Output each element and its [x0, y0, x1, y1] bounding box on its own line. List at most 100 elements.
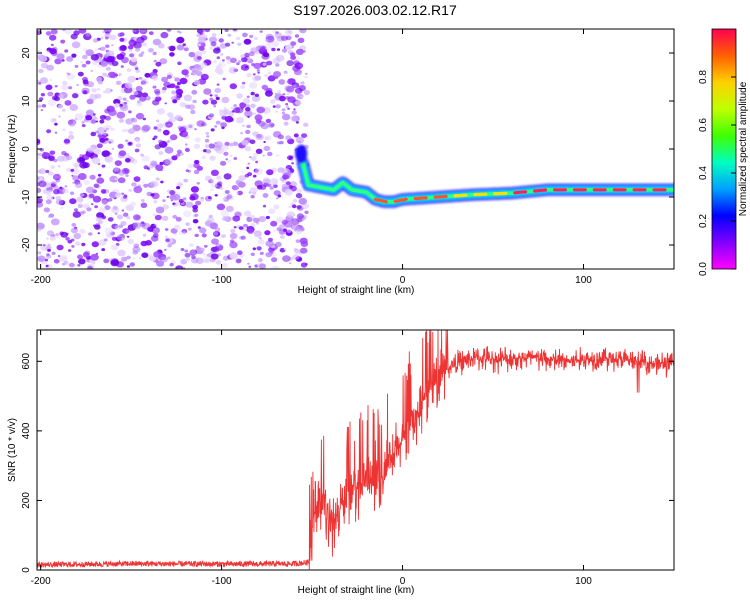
noise-speckle: [204, 29, 211, 33]
noise-speckle: [112, 166, 120, 172]
spectrogram-plot-area: [37, 29, 674, 269]
noise-speckle: [97, 126, 106, 134]
noise-speckle: [76, 83, 79, 87]
noise-speckle: [275, 110, 278, 113]
noise-speckle: [79, 228, 86, 235]
noise-speckle: [105, 50, 115, 58]
noise-speckle: [54, 58, 62, 65]
noise-speckle: [154, 223, 158, 227]
noise-speckle: [103, 61, 107, 65]
noise-speckle: [62, 188, 69, 194]
noise-speckle: [124, 82, 133, 89]
noise-speckle: [208, 115, 214, 120]
noise-speckle: [47, 91, 54, 97]
noise-speckle: [295, 136, 305, 144]
noise-speckle: [157, 123, 164, 129]
noise-speckle: [52, 173, 61, 181]
noise-speckle: [232, 29, 237, 32]
noise-speckle: [213, 47, 221, 54]
noise-speckle: [234, 186, 240, 190]
x-tick-label: -200: [31, 576, 51, 587]
noise-speckle: [229, 232, 238, 240]
y-tick-label: 600: [21, 353, 32, 370]
noise-speckle: [291, 110, 297, 115]
noise-speckle: [46, 230, 55, 237]
noise-speckle: [50, 236, 56, 241]
noise-speckle: [102, 72, 107, 77]
noise-speckle: [58, 255, 68, 262]
noise-speckle: [254, 168, 263, 175]
noise-speckle: [152, 86, 156, 89]
noise-speckle: [116, 80, 122, 86]
noise-speckle: [269, 186, 274, 190]
noise-speckle: [175, 216, 182, 222]
noise-speckle: [101, 199, 108, 205]
noise-speckle: [178, 198, 184, 203]
noise-speckle: [83, 179, 90, 185]
noise-speckle: [233, 226, 237, 229]
noise-speckle: [221, 234, 226, 238]
y-tick-label: 10: [21, 95, 32, 107]
trace-peak: [533, 188, 548, 193]
noise-speckle: [118, 150, 127, 157]
noise-speckle: [141, 124, 151, 132]
noise-speckle: [144, 95, 151, 101]
noise-speckle: [216, 56, 220, 60]
noise-speckle: [114, 178, 118, 181]
noise-speckle: [185, 201, 194, 208]
noise-speckle: [265, 39, 269, 42]
trace-onset-blob: [295, 144, 308, 163]
noise-speckle: [188, 243, 194, 248]
noise-speckle: [276, 35, 285, 42]
noise-speckle: [285, 103, 289, 106]
noise-speckle: [290, 52, 296, 57]
noise-speckle: [265, 118, 272, 124]
noise-speckle: [95, 130, 99, 134]
noise-speckle: [216, 175, 222, 180]
noise-speckle: [140, 202, 148, 209]
colorbar-label: Normalized spectral amplitude: [738, 81, 749, 216]
noise-speckle: [220, 122, 228, 128]
noise-speckle: [246, 95, 250, 99]
noise-speckle: [117, 143, 124, 149]
noise-speckle: [135, 47, 141, 52]
noise-speckle: [211, 238, 219, 245]
noise-speckle: [79, 211, 85, 215]
noise-speckle: [246, 73, 252, 78]
noise-speckle: [97, 232, 101, 235]
noise-speckle: [159, 58, 168, 65]
noise-speckle: [266, 60, 273, 66]
noise-speckle: [45, 190, 52, 196]
noise-speckle: [148, 31, 154, 35]
noise-speckle: [61, 84, 69, 91]
noise-speckle: [233, 157, 238, 160]
noise-speckle: [38, 55, 48, 62]
noise-speckle: [270, 123, 275, 127]
noise-speckle: [70, 168, 75, 172]
noise-speckle: [198, 66, 203, 71]
noise-speckle: [269, 178, 279, 185]
y-tick-label: 0: [21, 146, 32, 152]
noise-speckle: [134, 148, 140, 153]
noise-speckle: [232, 215, 241, 222]
noise-speckle: [176, 149, 182, 154]
noise-speckle: [224, 190, 230, 194]
noise-speckle: [273, 190, 281, 196]
noise-speckle: [124, 139, 129, 143]
noise-speckle: [111, 206, 120, 214]
noise-speckle: [226, 194, 233, 199]
noise-speckle: [235, 36, 241, 41]
noise-speckle: [197, 226, 201, 229]
noise-speckle: [286, 60, 294, 67]
noise-speckle: [285, 105, 289, 109]
noise-speckle: [194, 233, 199, 238]
noise-speckle: [176, 181, 184, 187]
noise-speckle: [37, 227, 42, 232]
noise-speckle: [99, 217, 103, 221]
noise-speckle: [276, 48, 281, 51]
noise-speckle: [175, 265, 184, 269]
noise-speckle: [89, 93, 98, 101]
noise-speckle: [193, 143, 201, 149]
